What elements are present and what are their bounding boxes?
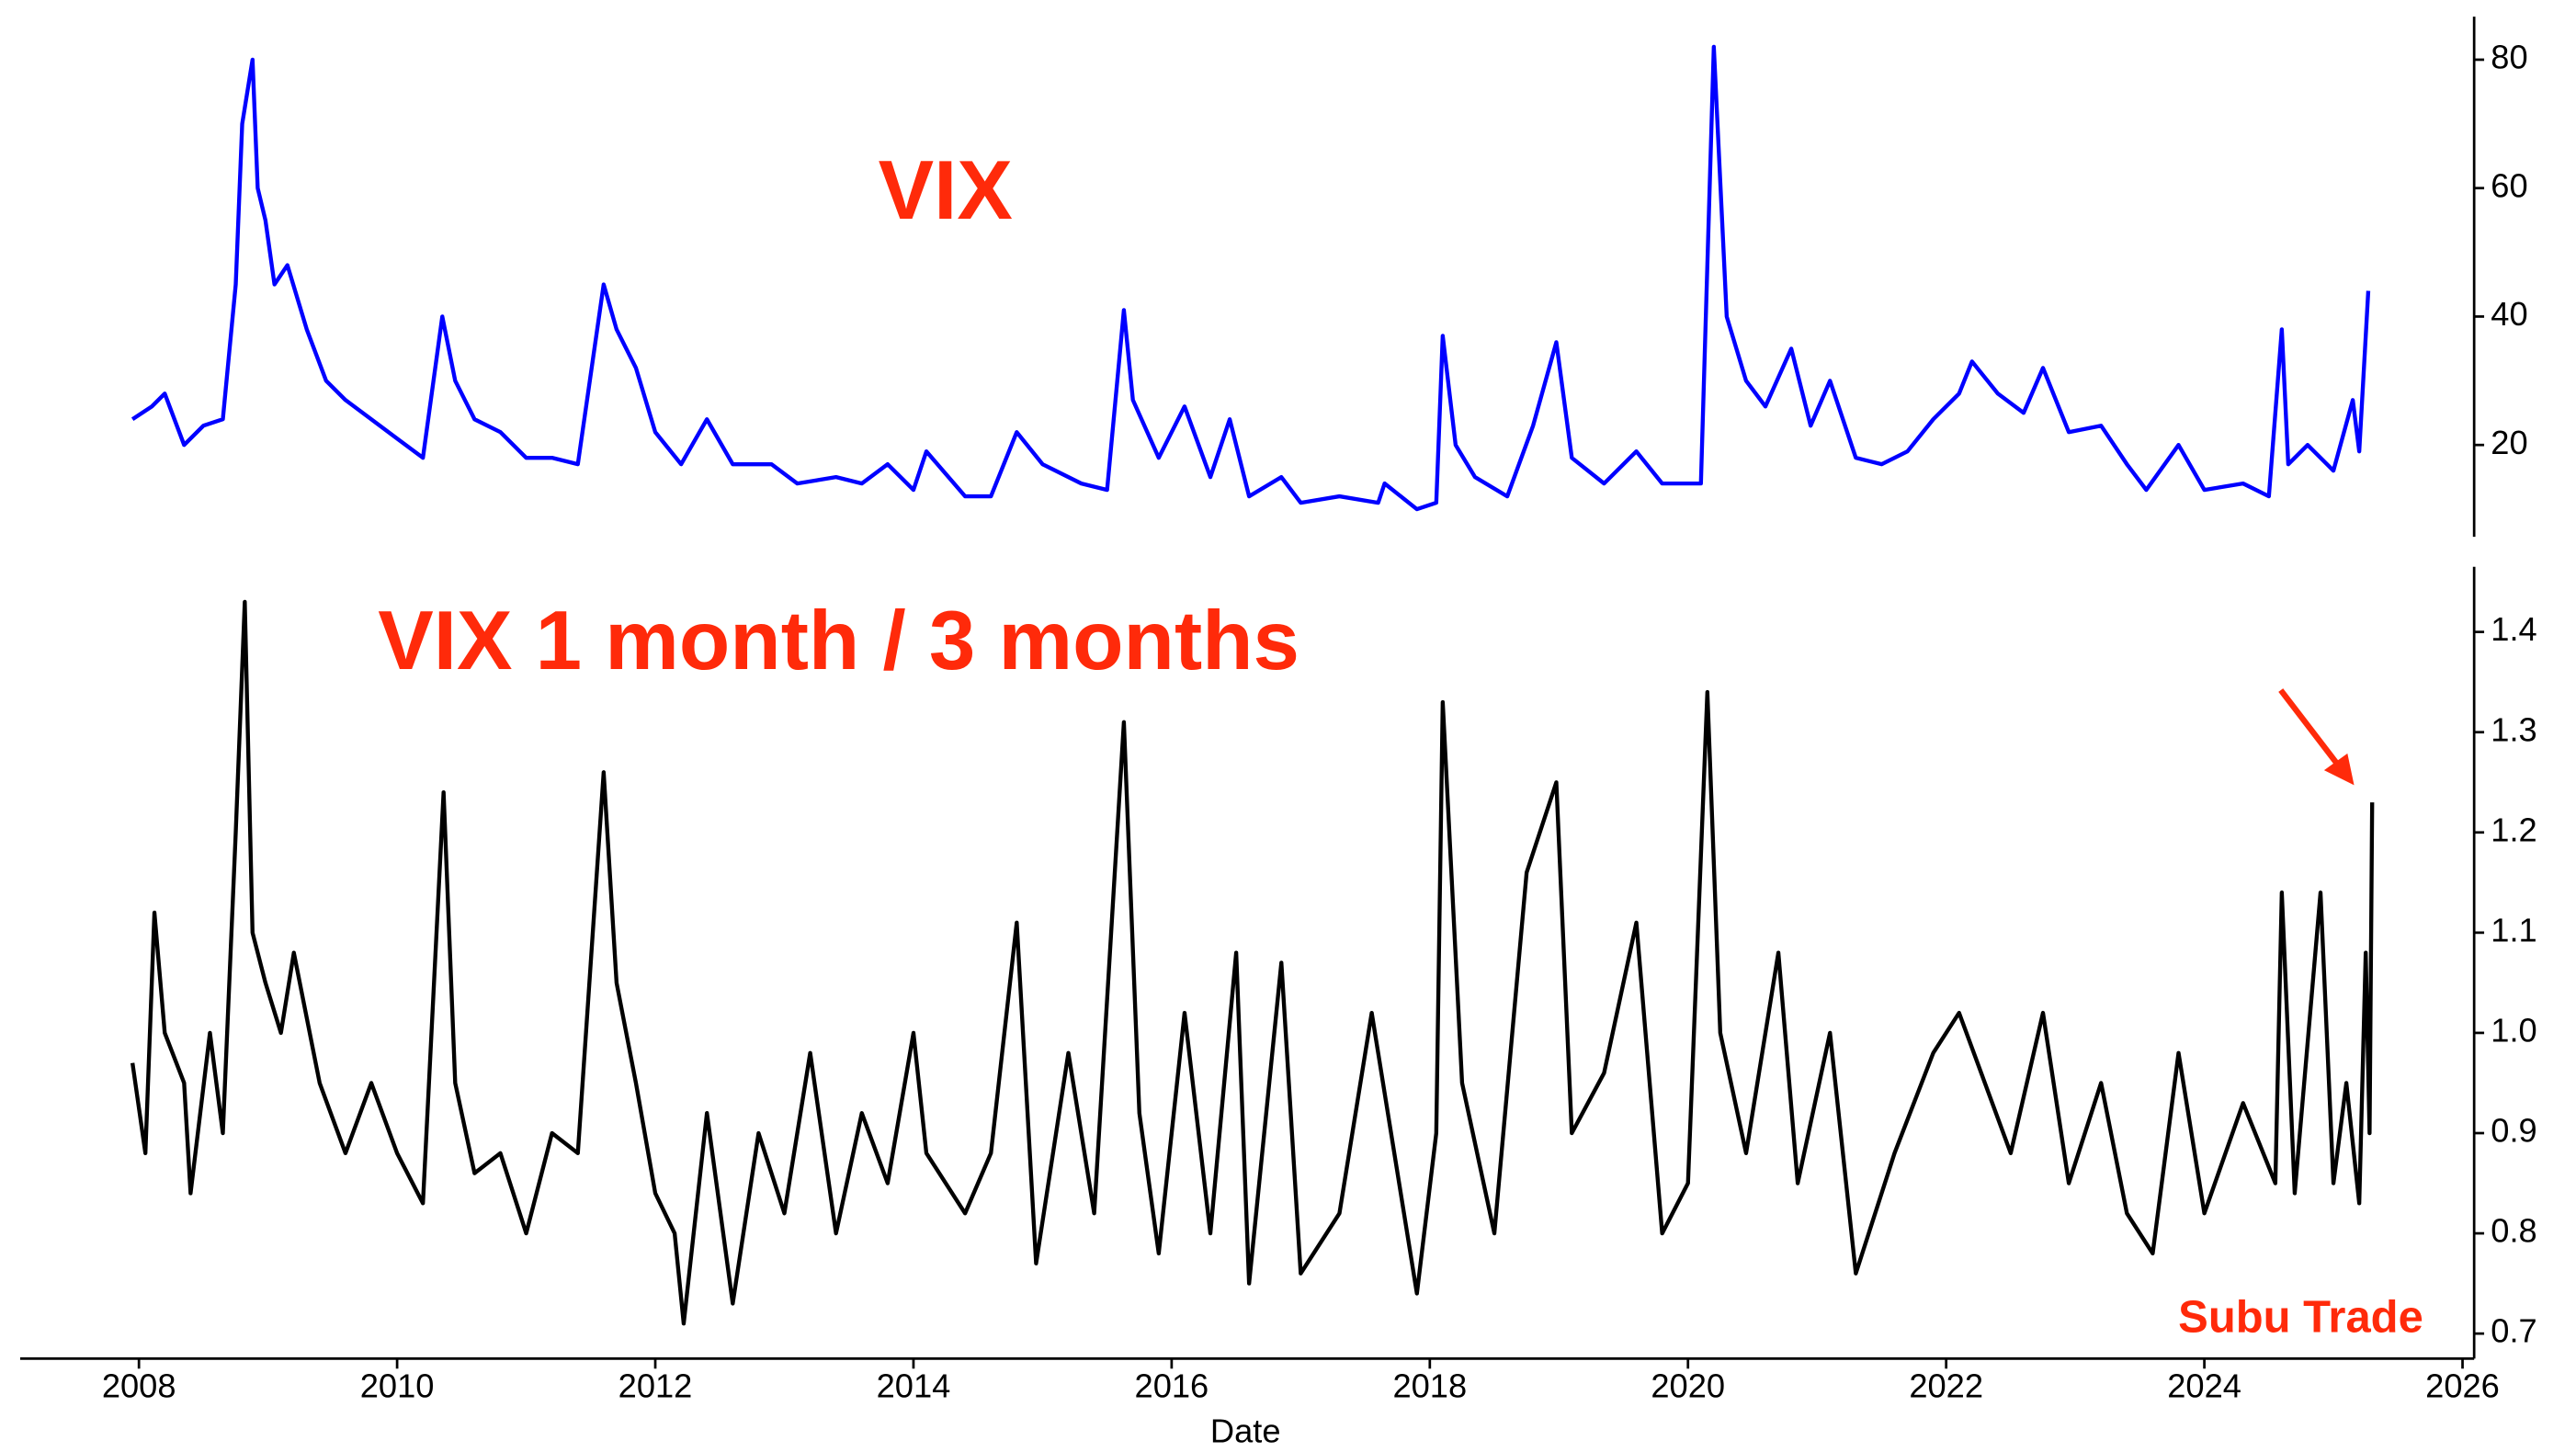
x-tick-label: 2014 xyxy=(877,1367,951,1405)
x-tick-label: 2018 xyxy=(1392,1367,1467,1405)
x-axis-label: Date xyxy=(1210,1412,1281,1450)
x-tick-label: 2010 xyxy=(360,1367,435,1405)
x-tick-label: 2012 xyxy=(618,1367,693,1405)
y-tick-label: 0.7 xyxy=(2491,1312,2536,1350)
line xyxy=(131,44,2371,512)
chart-title: VIX 1 month / 3 months xyxy=(378,595,1299,687)
x-tick-label: 2020 xyxy=(1651,1367,1725,1405)
x-tick-label: 2022 xyxy=(1909,1367,1983,1405)
y-tick-label: 80 xyxy=(2491,39,2527,76)
y-tick-label: 40 xyxy=(2491,295,2527,333)
line xyxy=(131,599,2375,1326)
y-tick-label: 1.3 xyxy=(2491,710,2536,748)
y-tick-label: 1.0 xyxy=(2491,1012,2536,1049)
annotation: Subu Trade xyxy=(2178,1293,2423,1343)
y-tick-label: 1.2 xyxy=(2491,811,2536,848)
x-tick-label: 2016 xyxy=(1135,1367,1209,1405)
x-tick-label: 2024 xyxy=(2167,1367,2241,1405)
y-tick-label: 1.1 xyxy=(2491,911,2536,948)
arrow-head xyxy=(2323,753,2355,786)
y-tick-label: 60 xyxy=(2491,166,2527,204)
y-tick-label: 1.4 xyxy=(2491,610,2536,648)
x-tick-label: 2026 xyxy=(2425,1367,2500,1405)
arrow xyxy=(2278,688,2343,771)
y-tick-label: 0.8 xyxy=(2491,1212,2536,1250)
y-tick-label: 0.9 xyxy=(2491,1112,2536,1150)
y-tick-label: 20 xyxy=(2491,424,2527,461)
x-tick-label: 2008 xyxy=(102,1367,176,1405)
chart-title: VIX xyxy=(879,144,1013,237)
